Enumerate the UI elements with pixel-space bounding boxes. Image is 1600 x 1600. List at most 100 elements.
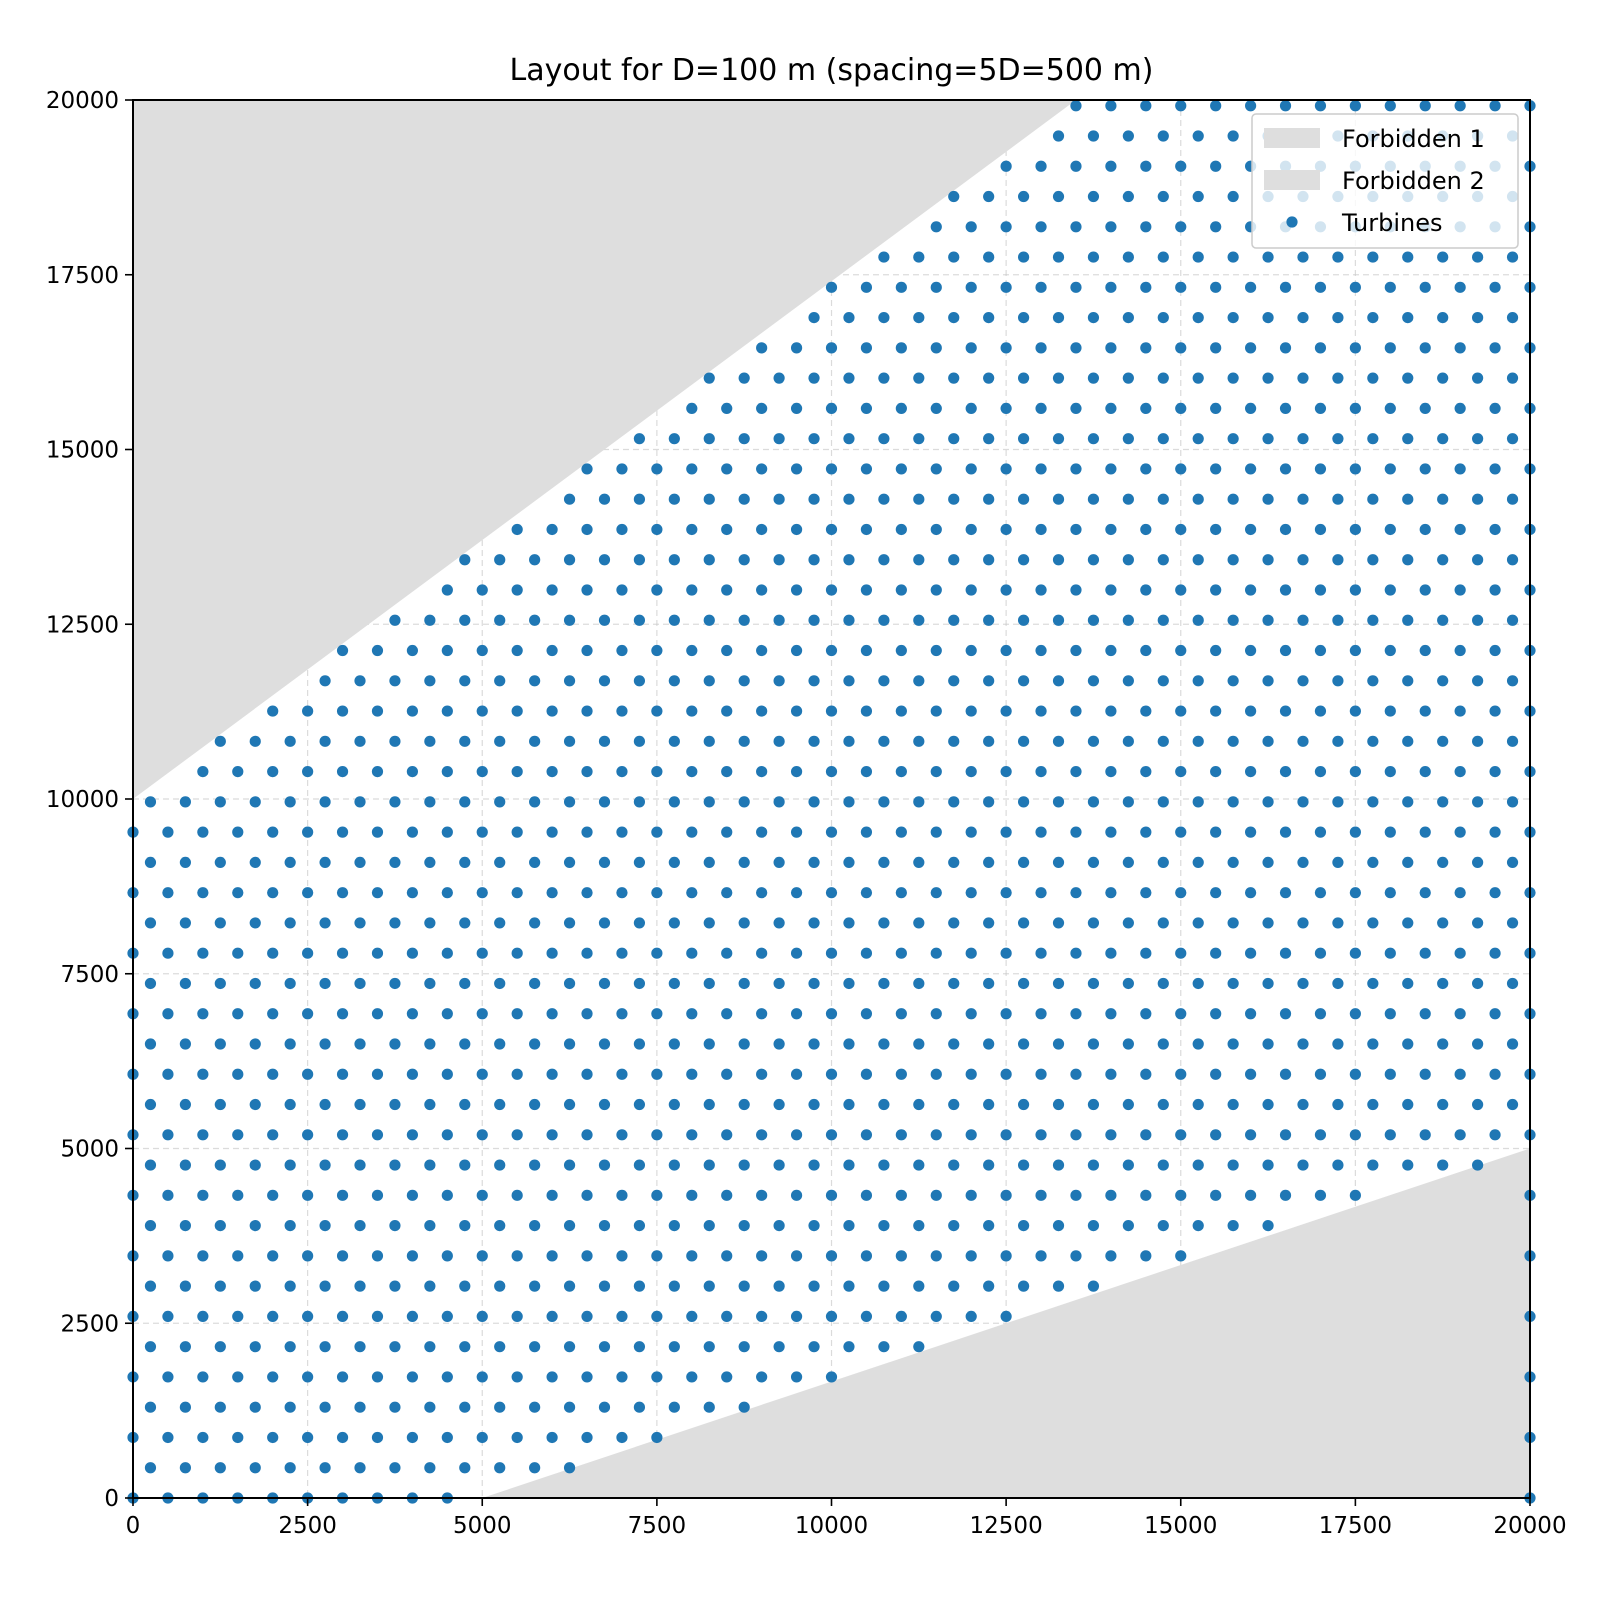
turbine-point [878, 796, 890, 808]
x-tick-label: 7500 [628, 1513, 687, 1539]
turbine-point [1105, 1129, 1117, 1141]
turbine-point [1367, 433, 1379, 445]
turbine-point [1087, 372, 1100, 384]
turbine-point [197, 1371, 209, 1383]
turbine-point [1402, 977, 1414, 990]
turbine-point [1506, 372, 1519, 384]
x-tick-label: 17500 [1319, 1513, 1392, 1539]
turbine-point [1192, 735, 1204, 747]
turbine-point [1332, 311, 1344, 324]
turbine-point [267, 1250, 279, 1262]
turbine-point [843, 311, 855, 324]
turbine-point [1017, 1219, 1030, 1232]
turbine-point [267, 947, 279, 959]
turbine-point [1437, 614, 1449, 626]
turbine-point [476, 826, 488, 838]
y-tick-label: 2500 [60, 1311, 119, 1337]
turbine-point [1122, 675, 1134, 687]
turbine-point [1279, 281, 1292, 293]
turbine-point [1349, 463, 1361, 475]
turbine-point [895, 402, 907, 414]
turbine-point [1419, 100, 1431, 112]
turbine-point [1472, 1098, 1484, 1111]
turbine-point [1262, 554, 1274, 566]
turbine-point [179, 917, 191, 929]
turbine-point [1297, 675, 1309, 687]
turbine-point [808, 796, 820, 808]
turbine-point [598, 554, 611, 566]
turbine-point [319, 675, 331, 687]
turbine-point [1402, 251, 1414, 263]
turbine-point [1472, 856, 1484, 868]
turbine-point [1210, 705, 1222, 717]
turbine-point [1000, 402, 1012, 414]
turbine-point [1279, 584, 1292, 596]
turbine-point [598, 614, 611, 626]
turbine-point [1122, 1219, 1134, 1232]
turbine-point [668, 1098, 680, 1111]
turbine-point [1000, 644, 1012, 657]
turbine-point [703, 917, 715, 929]
turbine-point [1017, 796, 1030, 808]
turbine-point [1070, 281, 1082, 293]
turbine-point [1175, 402, 1187, 414]
turbine-point [1402, 917, 1414, 929]
turbine-point [1175, 1129, 1187, 1141]
turbine-point [983, 1159, 995, 1171]
turbine-point [913, 1280, 925, 1292]
turbine-point [1210, 1129, 1222, 1141]
turbine-point [1157, 1159, 1169, 1171]
turbine-point [581, 463, 593, 475]
turbine-point [1087, 1219, 1100, 1232]
turbine-point [1000, 1250, 1012, 1262]
turbine-point [878, 1280, 890, 1292]
turbine-point [983, 251, 995, 263]
turbine-point [843, 1341, 855, 1353]
turbine-point [511, 765, 523, 778]
turbine-point [581, 1431, 593, 1444]
turbine-point [738, 433, 750, 445]
turbine-point [1454, 281, 1466, 293]
turbine-point [1210, 947, 1222, 959]
turbine-point [808, 493, 820, 505]
turbine-point [1227, 372, 1239, 384]
turbine-point [616, 765, 628, 778]
turbine-point [860, 1189, 873, 1201]
turbine-point [389, 796, 401, 808]
turbine-point [913, 251, 925, 263]
turbine-point [1035, 1068, 1047, 1080]
turbine-point [756, 584, 768, 596]
turbine-point [389, 1462, 401, 1474]
turbine-point [494, 675, 506, 687]
turbine-point [563, 977, 576, 990]
turbine-point [913, 493, 925, 505]
turbine-point [738, 493, 750, 505]
turbine-point [1000, 1189, 1012, 1201]
turbine-point [878, 493, 890, 505]
turbine-point [511, 1310, 523, 1322]
turbine-point [913, 554, 925, 566]
turbine-point [336, 644, 349, 657]
turbine-point [703, 554, 715, 566]
turbine-point [1087, 251, 1100, 263]
turbine-point [721, 463, 733, 475]
turbine-point [1175, 947, 1187, 959]
turbine-point [1192, 433, 1204, 445]
turbine-point [1175, 281, 1187, 293]
turbine-point [563, 1038, 576, 1050]
turbine-point [1245, 1008, 1257, 1020]
turbine-point [179, 1341, 191, 1353]
turbine-point [371, 1371, 384, 1383]
turbine-point [1384, 463, 1396, 475]
turbine-point [1227, 130, 1239, 142]
turbine-point [843, 917, 855, 929]
turbine-point [1035, 705, 1047, 717]
turbine-point [1367, 796, 1379, 808]
turbine-point [424, 977, 436, 990]
turbine-point [1402, 554, 1414, 566]
y-tick-label: 7500 [60, 962, 119, 988]
turbine-point [214, 1401, 226, 1413]
turbine-point [319, 977, 331, 990]
turbine-point [232, 1310, 244, 1322]
turbine-point [1419, 765, 1431, 778]
